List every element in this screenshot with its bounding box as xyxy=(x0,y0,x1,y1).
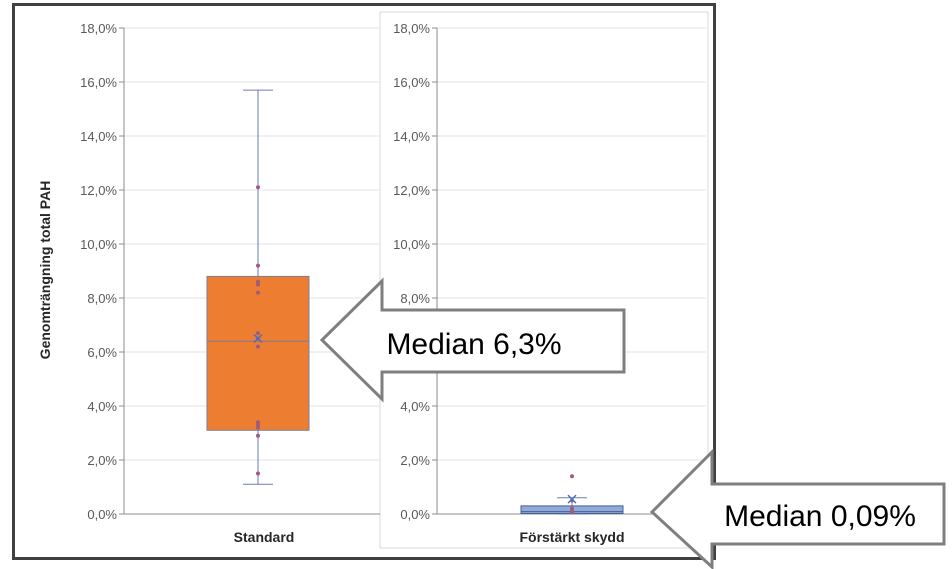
data-point-standard-4 xyxy=(256,420,260,425)
data-point-standard-0 xyxy=(256,471,260,476)
data-point-standard-7 xyxy=(256,331,260,336)
tick-label-reinforced-2: 4,0% xyxy=(400,399,430,414)
data-point-reinforced-2 xyxy=(570,506,574,511)
callout-text-standard: Median 6,3% xyxy=(386,328,561,361)
data-point-standard-5 xyxy=(256,344,260,349)
tick-label-reinforced-7: 14,0% xyxy=(393,129,430,144)
tick-label-standard-4: 8,0% xyxy=(87,291,117,306)
median-callout-standard: Median 6,3% xyxy=(319,277,626,403)
data-point-standard-12 xyxy=(256,185,260,190)
box-standard xyxy=(206,275,310,431)
callout-text-reinforced: Median 0,09% xyxy=(724,500,916,533)
category-label-reinforced: Förstärkt skydd xyxy=(519,529,624,545)
data-point-reinforced-4 xyxy=(570,474,574,479)
tick-label-standard-8: 16,0% xyxy=(80,75,117,90)
data-point-standard-1 xyxy=(256,433,260,438)
panel-standard-tick-labels: 0,0% 2,0% 4,0% 6,0% 8,0% 10,0% 12,0% 14,0% 16,0%… xyxy=(80,21,117,522)
data-point-standard-11 xyxy=(256,263,260,268)
tick-label-reinforced-4: 8,0% xyxy=(400,291,430,306)
tick-label-reinforced-0: 0,0% xyxy=(400,507,430,522)
panel-reinforced-gridlines xyxy=(432,27,706,515)
tick-label-standard-6: 12,0% xyxy=(80,183,117,198)
y-axis-label: Genomträngning total PAH xyxy=(37,181,53,360)
tick-label-reinforced-8: 16,0% xyxy=(393,75,430,90)
tick-label-reinforced-9: 18,0% xyxy=(393,21,430,36)
tick-label-standard-3: 6,0% xyxy=(87,345,117,360)
callout-arrow-standard xyxy=(319,277,626,403)
box-elements xyxy=(206,89,624,515)
tick-label-reinforced-6: 12,0% xyxy=(393,183,430,198)
mean-marker-reinforced xyxy=(567,494,577,504)
panel-reinforced-background xyxy=(379,11,709,549)
tick-label-reinforced-5: 10,0% xyxy=(393,237,430,252)
mean-marker-standard xyxy=(253,333,263,344)
callout-arrow-reinforced xyxy=(649,448,946,569)
median-callout-reinforced: Median 0,09% xyxy=(649,448,946,569)
tick-label-standard-5: 10,0% xyxy=(80,237,117,252)
tick-label-reinforced-1: 2,0% xyxy=(400,453,430,468)
tick-label-standard-7: 14,0% xyxy=(80,129,117,144)
tick-label-standard-0: 0,0% xyxy=(87,507,117,522)
tick-label-standard-1: 2,0% xyxy=(87,453,117,468)
data-point-standard-10 xyxy=(256,279,260,284)
tick-label-standard-2: 4,0% xyxy=(87,399,117,414)
data-point-standard-8 xyxy=(256,290,260,295)
category-label-standard: Standard xyxy=(234,529,295,545)
tick-label-standard-9: 18,0% xyxy=(80,21,117,36)
